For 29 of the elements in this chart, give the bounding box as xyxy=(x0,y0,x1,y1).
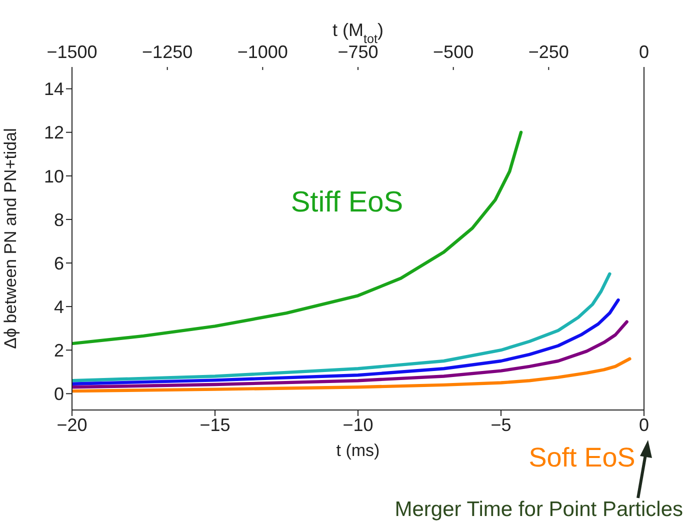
line-series xyxy=(72,320,628,389)
x2-tick-label: −1250 xyxy=(142,42,193,62)
x2-tick-label: −250 xyxy=(528,42,569,62)
line-series xyxy=(72,272,612,382)
y-tick-label: 8 xyxy=(54,210,64,230)
y-tick-label: 6 xyxy=(54,253,64,274)
y-tick-label: 2 xyxy=(54,340,64,360)
line-series xyxy=(72,298,620,386)
y-tick-label: 10 xyxy=(44,166,64,186)
y-tick-label: 12 xyxy=(44,122,64,143)
y-tick-label: 4 xyxy=(54,296,64,317)
line-series xyxy=(72,130,523,346)
x-tick-label: −20 xyxy=(56,414,88,435)
x-axis-title: t (ms) xyxy=(336,441,380,460)
x-tick-label: 0 xyxy=(638,414,650,435)
y-axis-title: Δϕ between PN and PN+tidal xyxy=(1,128,20,349)
x2-tick-label: −1500 xyxy=(46,42,98,62)
series-label: Stiff EoS xyxy=(290,186,404,220)
x2-tick-label: −1000 xyxy=(237,42,288,62)
x-tick-label: −10 xyxy=(342,414,374,435)
text: Merger Time for Point Particles xyxy=(394,498,683,522)
x2-tick-label: −500 xyxy=(433,42,474,62)
x-tick-label: −15 xyxy=(200,414,230,435)
y-tick-label: 14 xyxy=(44,79,64,100)
text: Soft EoS xyxy=(528,442,636,474)
x-tick-label: −5 xyxy=(490,414,512,435)
line-series xyxy=(72,357,632,393)
y-tick-label: 0 xyxy=(54,384,64,404)
x2-tick-label: 0 xyxy=(638,42,650,62)
